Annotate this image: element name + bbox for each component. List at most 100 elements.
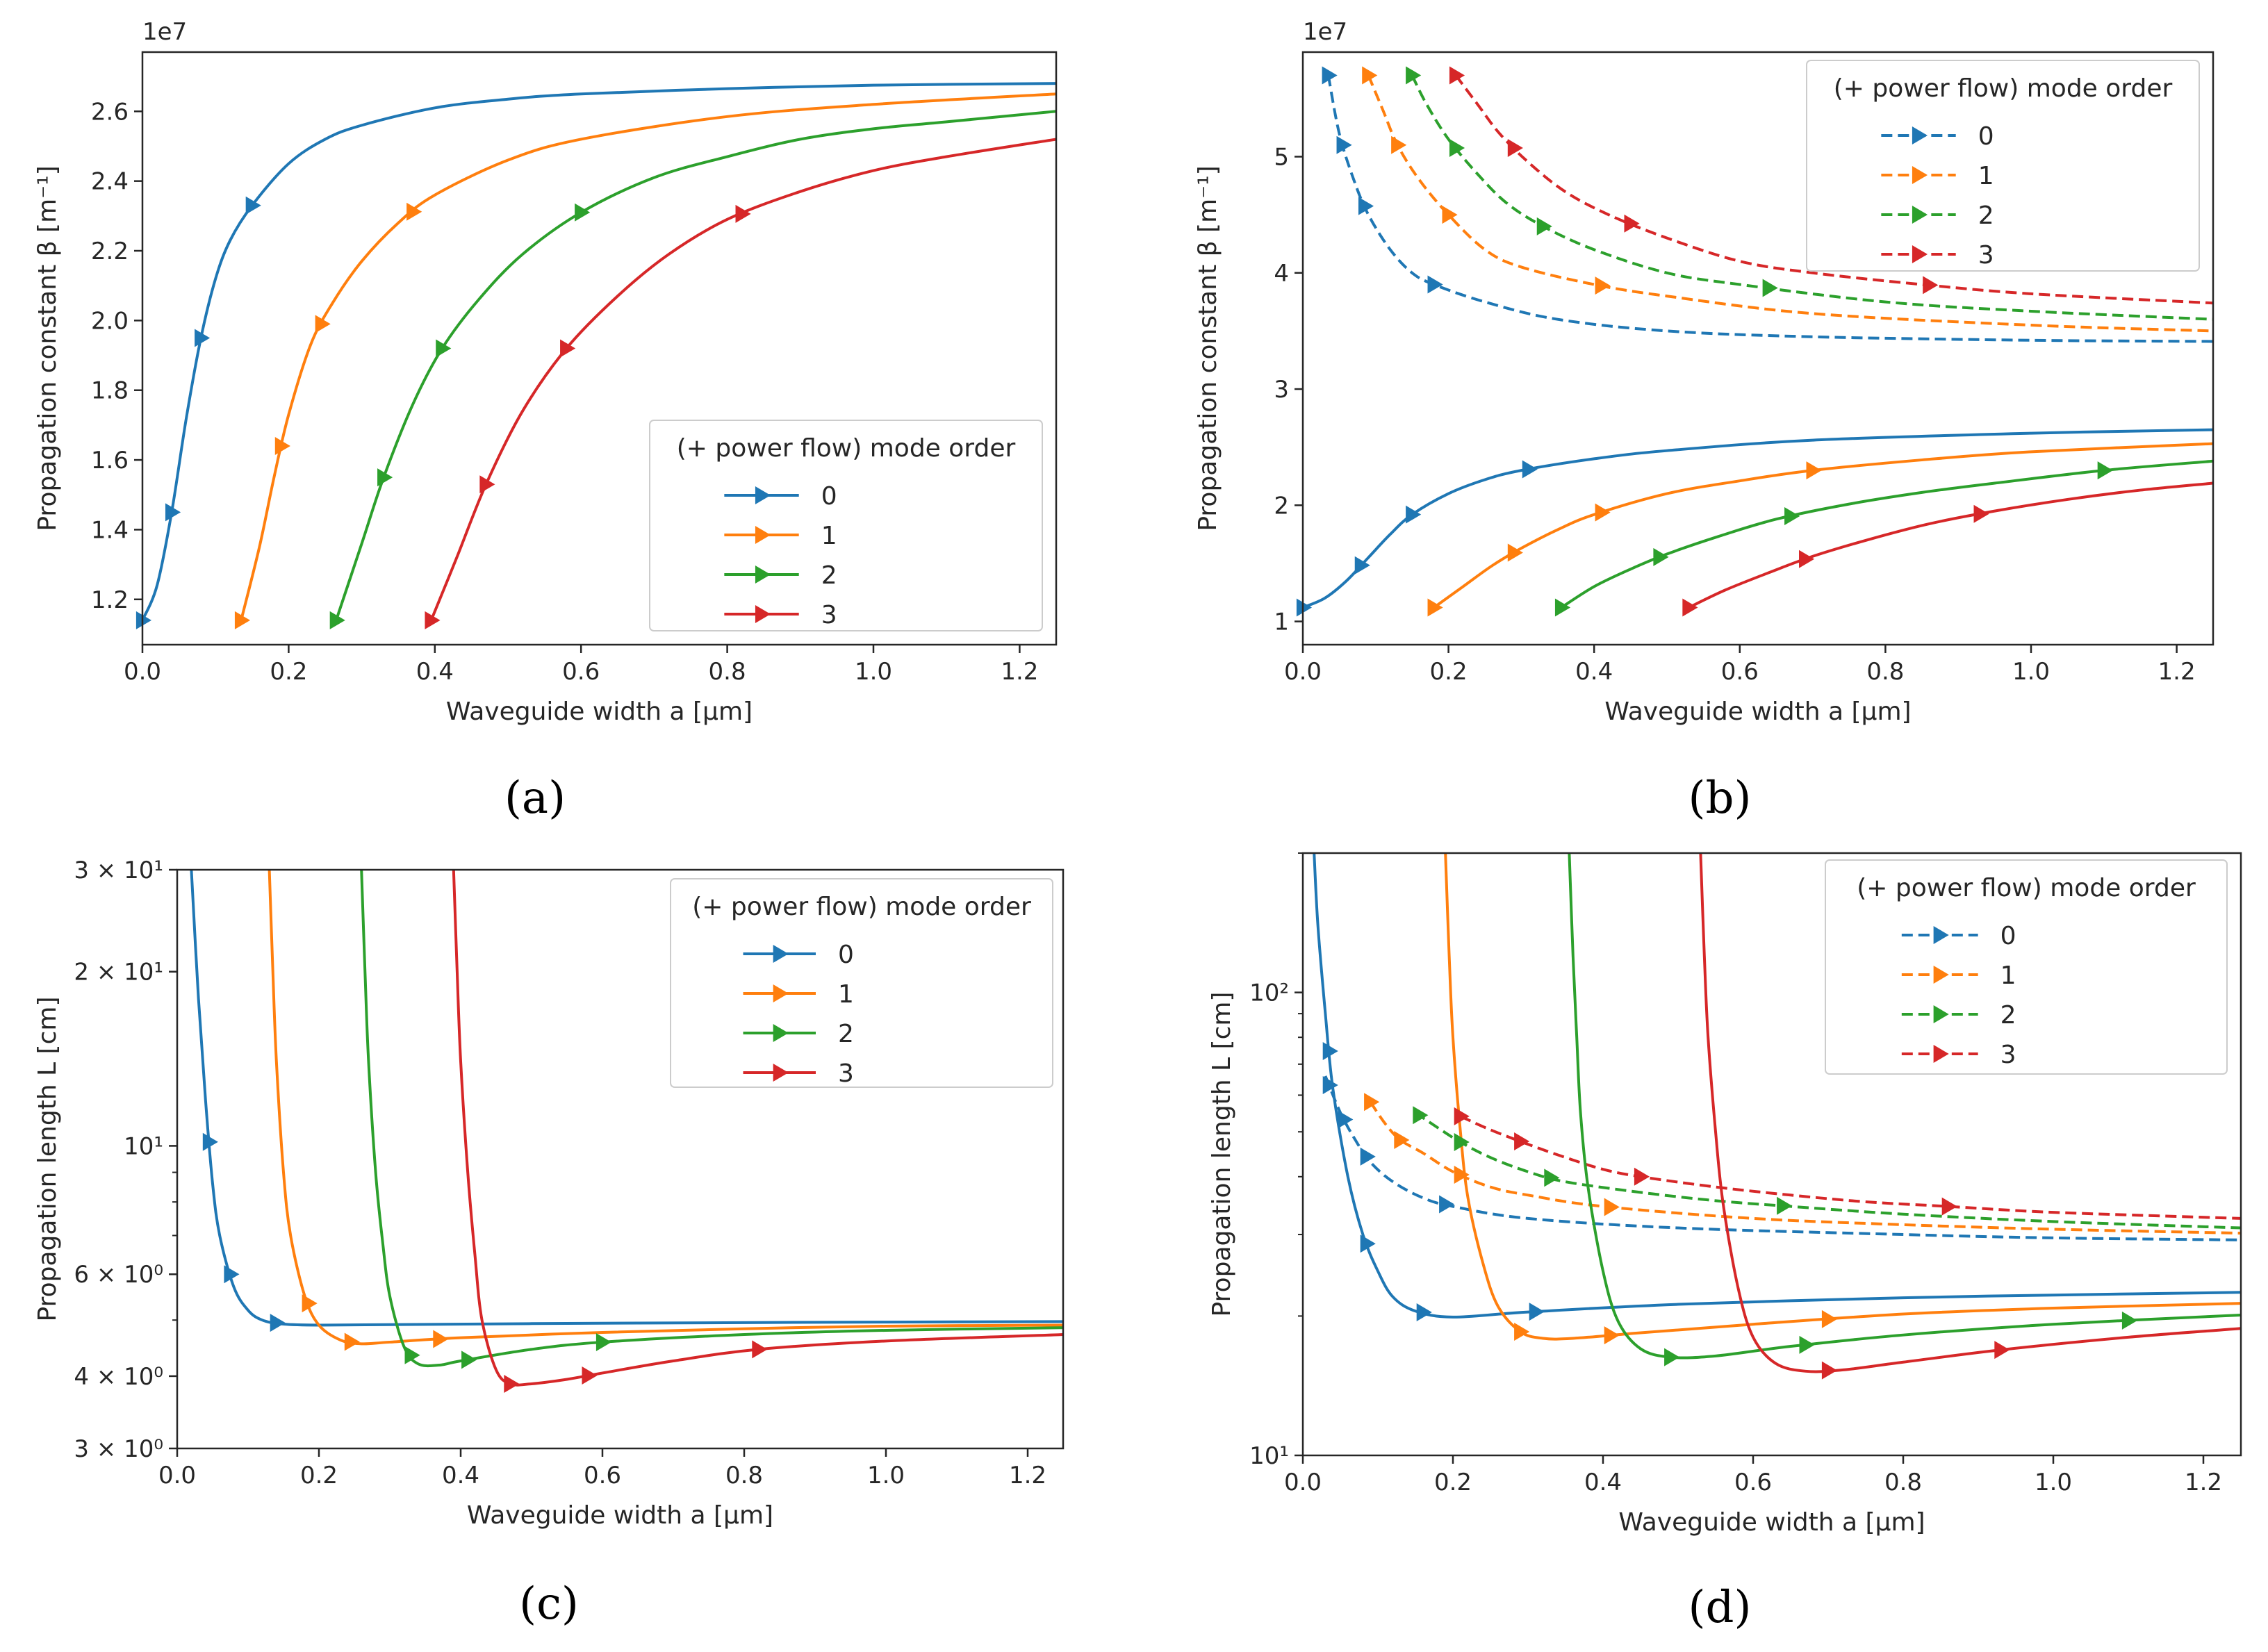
series-marker — [752, 1340, 768, 1359]
legend-title: (+ power flow) mode order — [677, 434, 1016, 463]
panel-label: (d) — [1688, 1582, 1752, 1633]
series-marker — [1364, 1093, 1380, 1112]
y-axis-label: Propagation length L [cm] — [1208, 992, 1236, 1317]
series-marker — [224, 1265, 240, 1284]
series-line-0 — [142, 82, 1056, 621]
y-tick-label: 2.0 — [91, 307, 129, 335]
legend-title: (+ power flow) mode order — [1857, 874, 2196, 902]
series-marker — [1604, 1198, 1620, 1216]
panel-b: 0.0 0.2 0.4 0.6 0.8 1.0 1.2 1 2 3 4 5 Waveguide widt… — [1194, 18, 2214, 824]
series-marker — [1821, 1310, 1837, 1328]
panel-label: (a) — [504, 773, 566, 824]
series-marker — [1507, 138, 1523, 157]
x-tick-label: 1.2 — [2185, 1469, 2222, 1496]
x-tick-label: 0.4 — [1575, 658, 1613, 686]
series-marker — [1634, 1167, 1650, 1186]
series-line-3 — [1699, 853, 2241, 1373]
legend-label-0: 0 — [1978, 122, 1994, 151]
x-axis-label: Waveguide width a [μm] — [1618, 1508, 1925, 1537]
legend-label-3: 3 — [2000, 1041, 2016, 1069]
x-tick-label: 0.2 — [300, 1462, 338, 1489]
legend-label-3: 3 — [821, 601, 837, 629]
x-tick-label: 0.8 — [1884, 1469, 1922, 1496]
series-marker — [1799, 1335, 1815, 1354]
series-marker — [1358, 197, 1374, 215]
series-marker — [1514, 1132, 1530, 1150]
x-tick-label: 0.4 — [442, 1462, 479, 1489]
x-tick-label: 1.0 — [855, 658, 892, 686]
offset-text: 1e7 — [1303, 18, 1347, 46]
legend-label-2: 2 — [838, 1020, 854, 1048]
series-marker — [560, 339, 576, 358]
series-marker — [1427, 598, 1443, 617]
legend-label-2: 2 — [1978, 201, 1994, 230]
plot-frame — [1301, 852, 2242, 1457]
series-marker — [582, 1366, 598, 1385]
series-line-1 — [240, 92, 1056, 621]
series-marker — [479, 475, 495, 494]
x-tick-label: 0.0 — [1284, 1469, 1322, 1496]
series-marker — [425, 611, 441, 629]
series-marker — [461, 1350, 477, 1369]
x-tick-label: 1.2 — [1009, 1462, 1046, 1489]
series-marker — [315, 315, 331, 333]
series-marker — [245, 196, 261, 215]
panel-c: 0.0 0.2 0.4 0.6 0.8 1.0 1.2 3 × 10⁰ 4 × 10⁰ 6 × 1… — [33, 857, 1065, 1630]
series-marker — [1536, 217, 1552, 236]
series-marker — [1322, 66, 1338, 85]
y-tick-label: 2 — [1274, 492, 1289, 520]
series-line-0 — [190, 870, 1063, 1327]
legend-marker-2 — [1912, 206, 1928, 224]
y-tick-label: 1.4 — [91, 516, 129, 544]
series-marker — [1362, 66, 1378, 85]
plot-frame — [1301, 51, 2214, 646]
legend-marker-2 — [1933, 1005, 1949, 1023]
legend-box — [1825, 859, 2228, 1075]
legend-label-3: 3 — [1978, 241, 1994, 270]
series-line-3-dashed- — [1454, 74, 2213, 305]
series-marker — [1406, 505, 1422, 524]
y-tick-label: 5 — [1274, 144, 1289, 172]
series-marker — [202, 1132, 218, 1151]
series-marker — [165, 503, 181, 522]
series-line-0 — [1303, 428, 2213, 609]
series-marker — [302, 1294, 318, 1313]
series-marker — [2097, 461, 2113, 480]
legend-marker-3 — [755, 605, 771, 623]
series-marker — [1529, 1303, 1545, 1321]
y-tick-label: 4 × 10⁰ — [74, 1363, 163, 1391]
legend-label-1: 1 — [2000, 961, 2016, 990]
y-tick-label: 10¹ — [124, 1132, 163, 1160]
panel-label: (c) — [519, 1578, 579, 1630]
legend-marker-0 — [755, 486, 771, 504]
y-tick-label: 10² — [1249, 980, 1289, 1007]
x-tick-label: 0.0 — [158, 1462, 196, 1489]
x-tick-label: 0.8 — [709, 658, 746, 686]
x-tick-label: 1.0 — [2012, 658, 2050, 686]
legend-label-0: 0 — [838, 941, 854, 969]
series-marker — [1595, 276, 1611, 295]
series-line-2 — [1560, 459, 2213, 609]
series-marker — [406, 202, 422, 221]
x-tick-label: 0.0 — [124, 658, 161, 686]
series-marker — [575, 203, 591, 222]
series-line-1-dashed- — [1369, 1101, 2241, 1235]
series-marker — [1454, 1133, 1470, 1152]
series-marker — [1595, 503, 1611, 522]
series-marker — [1554, 598, 1571, 617]
legend-label-2: 2 — [2000, 1001, 2016, 1030]
series-marker — [195, 329, 211, 347]
series-marker — [1439, 1195, 1455, 1214]
y-tick-label: 1.2 — [91, 586, 129, 614]
x-tick-label: 1.2 — [2158, 658, 2196, 686]
x-tick-label: 0.6 — [1734, 1469, 1772, 1496]
series-marker — [735, 204, 751, 223]
x-tick-label: 0.4 — [1584, 1469, 1622, 1496]
legend-marker-1 — [1912, 166, 1928, 184]
legend-marker-3 — [1933, 1045, 1949, 1063]
y-tick-label: 6 × 10⁰ — [74, 1261, 163, 1289]
legend-marker-0 — [1933, 926, 1949, 944]
series-line-3 — [1688, 481, 2213, 609]
series-marker — [234, 611, 251, 629]
legend-marker-3 — [1912, 245, 1928, 263]
